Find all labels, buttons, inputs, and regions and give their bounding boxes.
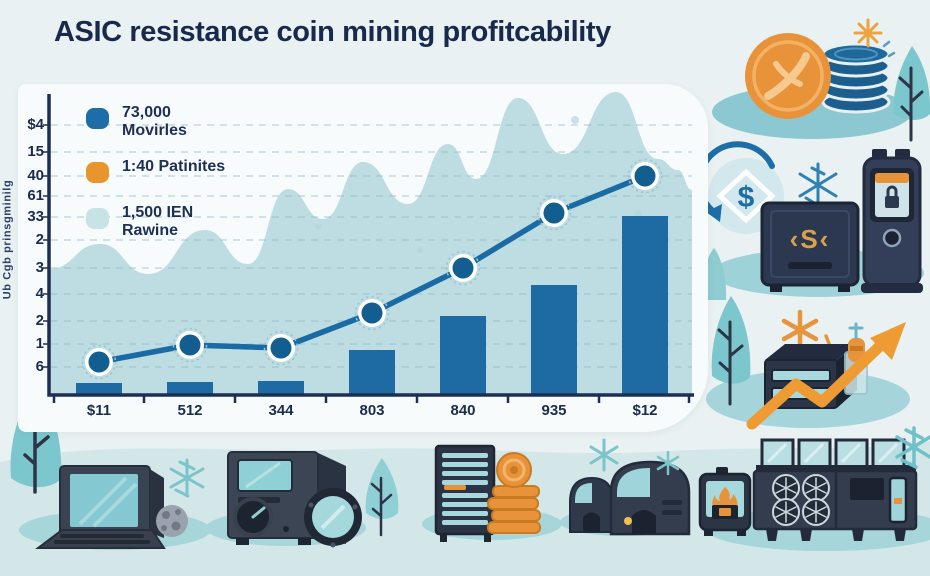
snowflake-icon bbox=[589, 438, 680, 476]
page-title: ASIC resistance coin mining profitcabili… bbox=[54, 16, 611, 48]
ground-blobs bbox=[19, 507, 930, 551]
y-tick-label: 61 bbox=[27, 187, 44, 204]
data-point bbox=[81, 344, 117, 380]
data-point bbox=[263, 330, 299, 366]
fan-icon bbox=[772, 474, 830, 526]
navy-coin-stack-icon bbox=[821, 42, 891, 114]
y-tick-label: 40 bbox=[27, 167, 44, 184]
legend-label: 1:40 Patinites bbox=[122, 158, 226, 175]
lens-icon bbox=[304, 488, 362, 548]
y-tick-label: 15 bbox=[27, 143, 44, 160]
speck-icon bbox=[634, 210, 642, 218]
blue-speck-icon bbox=[882, 40, 896, 58]
x-tick-label: 803 bbox=[359, 402, 385, 419]
x-tick-label: 344 bbox=[268, 402, 294, 419]
bar bbox=[258, 381, 304, 395]
y-tick-label: $4 bbox=[27, 116, 44, 133]
bar bbox=[349, 350, 395, 395]
x-tick-label: $12 bbox=[632, 402, 658, 419]
bar bbox=[76, 383, 122, 395]
ground-wave bbox=[0, 441, 930, 576]
bar bbox=[167, 382, 213, 395]
y-tick-label: 1 bbox=[35, 335, 44, 352]
speck-icon bbox=[417, 247, 423, 253]
up-arrow-icon bbox=[746, 322, 906, 430]
axes bbox=[47, 94, 694, 397]
heater-unit-illustration bbox=[698, 467, 752, 536]
legend-item: 73,000 Movirles bbox=[86, 104, 276, 140]
robot-figure-icon bbox=[844, 322, 868, 395]
bar bbox=[440, 316, 486, 395]
x-tick-label: 512 bbox=[177, 402, 203, 419]
data-point bbox=[354, 295, 390, 331]
tree-icon bbox=[365, 458, 399, 537]
snowflake-icon bbox=[895, 426, 930, 469]
y-tick-label: 2 bbox=[35, 312, 44, 329]
server-rack-illustration bbox=[434, 444, 496, 542]
legend-item: 1,500 IEN Rawine bbox=[86, 204, 276, 240]
y-axis-title: Ub Cgb prinsgminilg bbox=[1, 179, 14, 300]
bar bbox=[622, 216, 668, 395]
x-tick-label: 935 bbox=[541, 402, 567, 419]
vault-illustration: $ ‹S‹ bbox=[696, 141, 924, 300]
x-tick-label: 840 bbox=[450, 402, 476, 419]
laptop-illustration bbox=[35, 465, 188, 549]
coin-stack-illustration bbox=[712, 18, 930, 142]
orange-coin-icon bbox=[745, 33, 831, 119]
data-point bbox=[445, 250, 481, 286]
chart-legend: 73,000 Movirles 1:40 Patinites 1,500 IEN… bbox=[86, 104, 276, 256]
speck-icon bbox=[571, 116, 579, 124]
snowflake-icon bbox=[798, 162, 838, 208]
snowflake-icon bbox=[169, 458, 205, 498]
tree-icon bbox=[711, 296, 751, 406]
legend-label: Rawine bbox=[122, 222, 179, 239]
y-tick-label: 4 bbox=[35, 285, 44, 302]
y-tick-label: 33 bbox=[27, 208, 44, 225]
safe-code-label: ‹S‹ bbox=[790, 224, 831, 254]
profit-chart bbox=[43, 92, 694, 403]
drawer-box-icon bbox=[764, 344, 857, 409]
legend-swatch-blue bbox=[86, 108, 109, 129]
legend-swatch-teal bbox=[86, 208, 109, 229]
y-tick-label: 2 bbox=[35, 231, 44, 248]
data-point bbox=[172, 327, 208, 363]
x-tick-label: $11 bbox=[86, 402, 112, 419]
desktop-tower-illustration bbox=[227, 451, 362, 548]
legend-label: Movirles bbox=[122, 122, 187, 139]
legend-label: 1,500 IEN bbox=[122, 204, 194, 221]
mining-rig-illustration bbox=[752, 438, 918, 541]
safe-icon: ‹S‹ bbox=[760, 201, 860, 292]
coin-pile-illustration bbox=[487, 452, 541, 534]
mining-pods-illustration bbox=[569, 460, 691, 536]
legend-label: 73,000 bbox=[122, 104, 171, 121]
dollar-cycle-badge: $ bbox=[696, 141, 784, 234]
data-point bbox=[536, 195, 572, 231]
legend-item: 1:40 Patinites bbox=[86, 158, 276, 184]
chart-panel bbox=[18, 84, 708, 432]
speck-icon bbox=[315, 223, 321, 229]
hardware-wallet-icon bbox=[861, 149, 923, 293]
bar bbox=[531, 285, 577, 395]
dollar-sign: $ bbox=[738, 181, 755, 214]
asterisk-icon bbox=[781, 309, 832, 351]
sphere-icon bbox=[156, 505, 188, 537]
y-tick-label: 6 bbox=[35, 358, 44, 375]
y-tick-label: 3 bbox=[35, 259, 44, 276]
profit-arrow-illustration bbox=[706, 296, 910, 430]
data-point bbox=[627, 158, 663, 194]
sparkle-icon bbox=[853, 18, 883, 48]
tree-icon bbox=[893, 46, 930, 142]
legend-swatch-orange bbox=[86, 162, 109, 183]
